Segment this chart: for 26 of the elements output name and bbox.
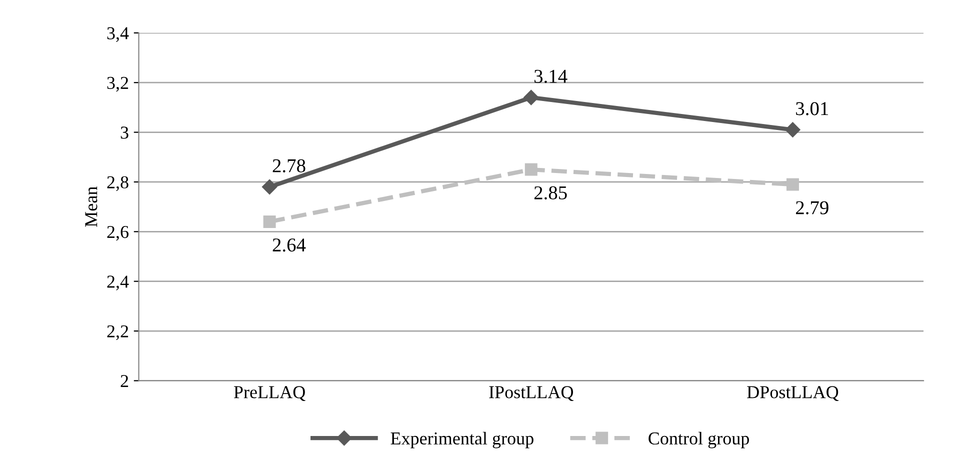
data-label: 2.85: [534, 186, 567, 200]
data-label: 2.79: [796, 201, 828, 214]
legend-label: Experimental group: [390, 432, 534, 448]
y-tick-label: 3,2: [107, 76, 128, 92]
point: [785, 122, 800, 138]
data-label: 2.78: [272, 159, 306, 172]
x-tick-label: IPostLLAQ: [489, 386, 574, 402]
y-tick-label: 2,4: [107, 276, 129, 290]
y-axis-title: Mean: [85, 186, 98, 227]
legend-label: Control group: [648, 432, 749, 448]
point: [262, 179, 278, 194]
y-tick-label: 2: [120, 375, 128, 387]
point: [524, 90, 539, 106]
point: [786, 178, 799, 191]
y-tick-label: 3,4: [107, 27, 129, 42]
y-tick-label: 2,6: [107, 226, 129, 241]
y-tick-label: 2,8: [107, 176, 128, 191]
point: [263, 215, 276, 228]
data-label: 3.01: [796, 102, 828, 116]
data-label: 3.14: [534, 70, 568, 83]
x-tick-label: DPostLLAQ: [747, 386, 839, 402]
y-tick-label: 3: [120, 126, 128, 139]
point: [524, 163, 538, 176]
x-tick-label: PreLLAQ: [234, 386, 306, 402]
y-tick-label: 2,2: [107, 325, 128, 340]
data-label: 2.64: [272, 238, 306, 252]
